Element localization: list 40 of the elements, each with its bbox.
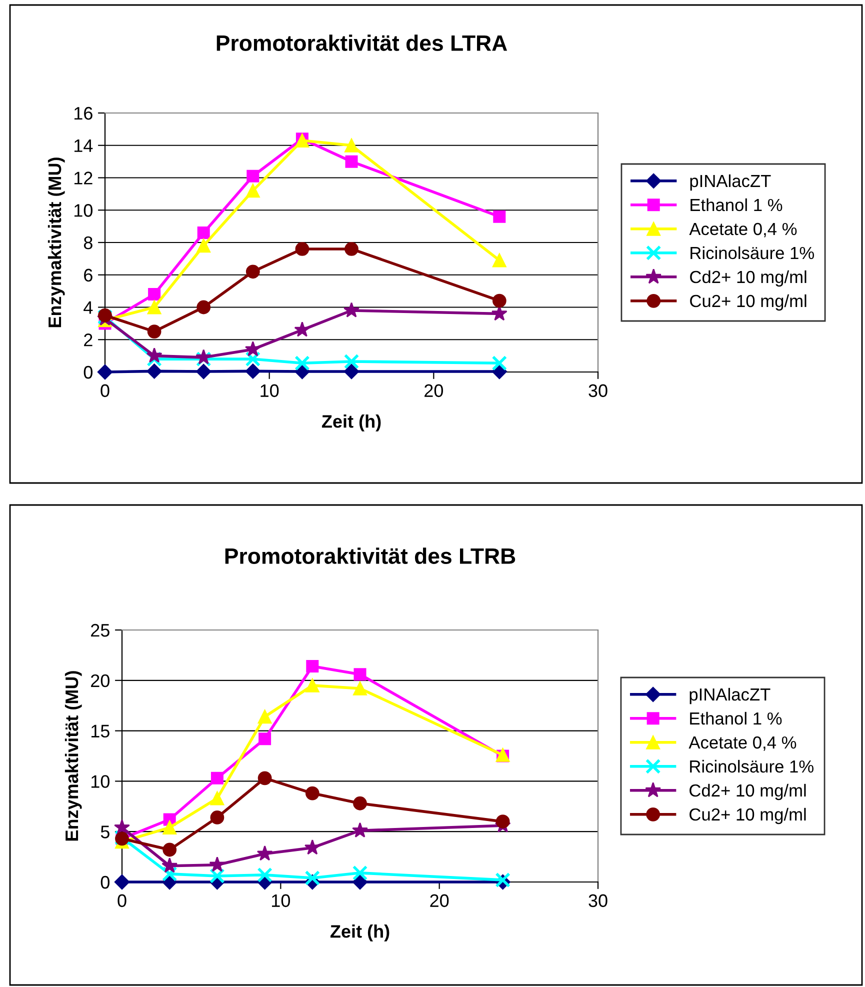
y-tick-label: 0 <box>100 876 110 889</box>
y-tick-label: 8 <box>84 236 92 250</box>
y-tick-label: 10 <box>91 775 110 788</box>
legend-label: Ethanol 1 % <box>690 712 782 725</box>
chart-title: Promotoraktivität des LTRB <box>225 548 516 564</box>
y-tick-label: 0 <box>84 366 92 379</box>
legend-label: Ricinolsäure 1% <box>690 760 814 773</box>
legend-label: pINAlacZT <box>690 688 770 704</box>
y-tick-label: 6 <box>84 268 92 282</box>
legend-label: Cu2+ 10 mg/ml <box>690 808 806 824</box>
y-axis-title: Enzymaktivität (MU) <box>64 671 82 841</box>
x-tick-label: 10 <box>272 894 290 908</box>
legend-label: Acetate 0,4 % <box>689 222 797 238</box>
y-tick-label: 2 <box>84 334 92 346</box>
legend-label: Cd2+ 10 mg/ml <box>690 270 806 287</box>
x-axis-title: Zeit (h) <box>330 924 390 942</box>
legend-label: Cu2+ 10 mg/ml <box>690 294 806 311</box>
x-tick-label: 20 <box>430 894 449 908</box>
legend-label: Acetate 0,4 % <box>688 736 796 751</box>
x-axis-title: Zeit (h) <box>322 414 381 432</box>
y-tick-label: 5 <box>100 826 110 838</box>
legend-label: pINAlacZT <box>690 174 771 191</box>
x-tick-label: 0 <box>118 894 126 908</box>
x-tick-label: 30 <box>588 384 608 398</box>
y-tick-label: 25 <box>91 624 110 637</box>
y-tick-label: 16 <box>74 106 92 120</box>
legend-label: Ricinolsäure 1% <box>690 246 814 260</box>
legend-label: Ethanol 1 % <box>690 198 782 212</box>
y-tick-label: 15 <box>91 724 110 738</box>
x-tick-label: 30 <box>588 894 608 908</box>
y-axis-title: Enzymaktivität (MU) <box>48 158 65 328</box>
chart-title: Promotoraktivität des LTRA <box>216 34 508 51</box>
legend-label: Cd2+ 10 mg/ml <box>690 784 806 800</box>
y-tick-label: 4 <box>84 301 93 314</box>
y-tick-label: 12 <box>74 172 92 184</box>
x-tick-label: 10 <box>260 384 279 398</box>
y-tick-label: 10 <box>74 204 92 217</box>
y-tick-label: 20 <box>91 674 110 688</box>
x-tick-label: 20 <box>424 384 444 398</box>
y-tick-label: 14 <box>74 139 93 152</box>
